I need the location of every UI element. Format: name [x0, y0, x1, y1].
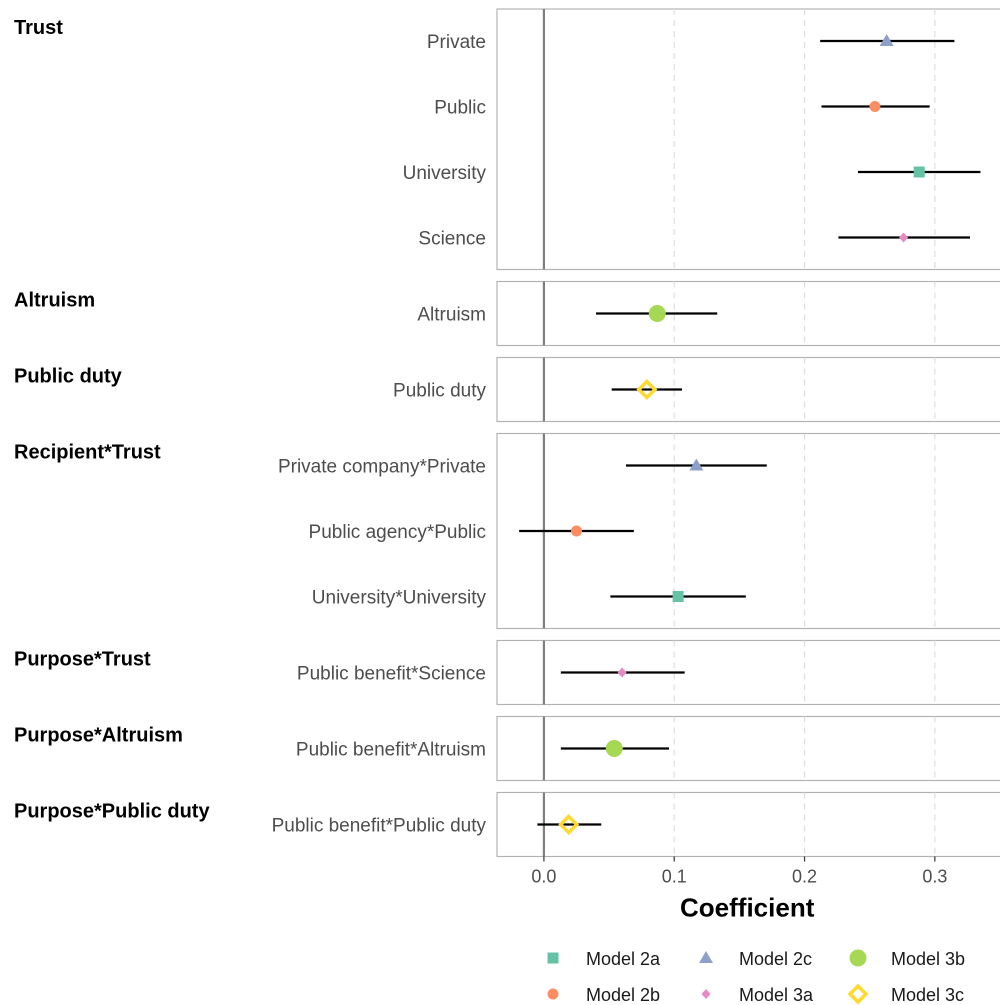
facet-title: Trust [14, 17, 63, 39]
legend-item: Model 3c [847, 983, 964, 1005]
point-estimate [672, 591, 684, 602]
facet-title: Purpose*Trust [14, 649, 151, 671]
legend-item: Model 3b [849, 949, 965, 969]
legend-marker [547, 952, 559, 964]
term-label: Public agency*Public [309, 522, 486, 543]
point-estimate [899, 232, 909, 243]
facet-title: Altruism [14, 290, 95, 312]
x-tick-label: 0.0 [531, 867, 556, 887]
term-label: Altruism [417, 305, 486, 326]
point-estimate [648, 305, 666, 322]
facet: Purpose*Trust Public benefit*Science [14, 639, 1000, 706]
term-label: Public benefit*Public duty [272, 816, 487, 837]
legend-item: Model 2c [699, 949, 812, 969]
point-estimate [617, 667, 627, 678]
facet-title: Public duty [14, 366, 123, 388]
legend-label: Model 2c [739, 949, 812, 969]
panel-border [496, 8, 1000, 271]
term-label: Public [434, 98, 486, 119]
facet-title: Purpose*Public duty [14, 801, 210, 823]
term-label: Science [418, 229, 486, 250]
term-label: Public benefit*Altruism [296, 740, 486, 761]
facet: Purpose*Altruism Public benefit*Altruism [14, 715, 1000, 782]
term-label: Private company*Private [278, 457, 486, 478]
legend-marker [847, 983, 869, 1005]
legend-label: Model 2a [586, 949, 661, 969]
term-label: Public benefit*Science [297, 664, 486, 685]
facet: Public duty Public duty [14, 356, 1000, 423]
legend-item: Model 2a [547, 949, 661, 969]
x-axis-title: Coefficient [680, 893, 815, 923]
x-tick-label: 0.3 [922, 867, 947, 887]
point-estimate [869, 101, 881, 112]
panel-border [496, 280, 1000, 347]
panel-border [496, 791, 1000, 858]
point-estimate [636, 379, 658, 400]
legend-marker [849, 949, 867, 967]
point-estimate [570, 525, 582, 537]
facet-title: Recipient*Trust [14, 442, 161, 464]
term-label: Private [427, 32, 486, 53]
legend-marker [699, 951, 713, 963]
term-label: University*University [312, 588, 487, 609]
legend-label: Model 3c [891, 985, 964, 1005]
legend: Model 2a Model 2c Model 3b Model 2b Model 3a… [547, 949, 965, 1005]
facet: Trust Private Public University Science [14, 8, 1000, 271]
point-estimate [605, 740, 623, 757]
legend-marker [701, 989, 711, 999]
point-estimate [558, 814, 580, 835]
facet-panels: Trust Private Public University Science Altru… [14, 8, 1000, 858]
panel-border [496, 356, 1000, 423]
x-tick-label: 0.1 [662, 867, 687, 887]
x-axis: 0.0 0.1 0.2 0.3 [531, 856, 947, 887]
facet: Purpose*Public duty Public benefit*Public… [14, 791, 1000, 858]
legend-item: Model 2b [547, 985, 660, 1005]
term-label: University [403, 163, 487, 184]
x-tick-label: 0.2 [792, 867, 817, 887]
legend-marker [547, 988, 559, 1000]
point-estimate [913, 166, 925, 178]
facet: Altruism Altruism [14, 280, 1000, 347]
facet-title: Purpose*Altruism [14, 725, 183, 747]
legend-label: Model 2b [586, 985, 660, 1005]
point-estimate [689, 458, 704, 471]
legend-item: Model 3a [701, 985, 814, 1005]
term-label: Public duty [393, 381, 486, 402]
facet: Recipient*Trust Private company*Private Pu… [14, 432, 1000, 630]
legend-label: Model 3b [891, 949, 965, 969]
legend-label: Model 3a [739, 985, 814, 1005]
point-estimate [879, 34, 894, 46]
